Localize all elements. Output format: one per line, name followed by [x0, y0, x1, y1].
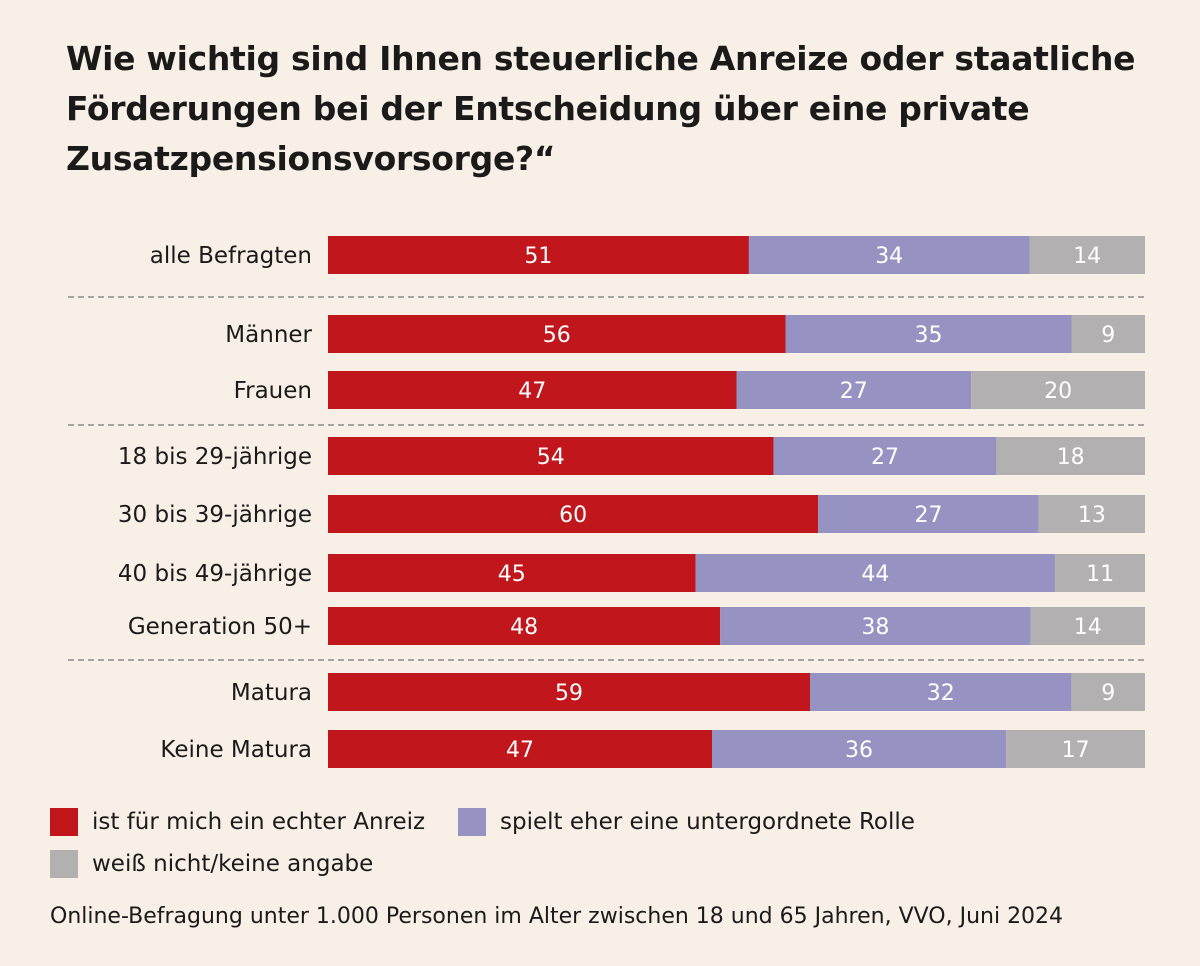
data-label-frauen-s1: 47: [518, 379, 546, 404]
bar-keine-matura-s3: [1006, 730, 1145, 768]
bar-30-bis-39-j-hrige-s3: [1038, 495, 1145, 533]
data-label-30-bis-39-j-hrige-s1: 60: [559, 503, 587, 528]
data-label-alle-befragten-s1: 51: [524, 244, 552, 269]
data-label-30-bis-39-j-hrige-s2: 27: [915, 503, 943, 528]
source-note: Online-Befragung unter 1.000 Personen im…: [50, 904, 1064, 929]
bar-frauen-s1: [328, 371, 737, 409]
stacked-bar-chart: alle Befragten 51 34 14 Männer 56 35 9 Frauen 47 2…: [68, 236, 1145, 768]
data-label-30-bis-39-j-hrige-s3: 13: [1078, 503, 1106, 528]
chart-title: Wie wichtig sind Ihnen steuerliche Anrei…: [66, 39, 1136, 178]
category-label-30-bis-39-j-hrige: 30 bis 39-jährige: [118, 502, 312, 528]
bar-generation-50-s2: [720, 607, 1031, 645]
data-label-generation-50-s1: 48: [510, 615, 538, 640]
legend-label-anreiz: ist für mich ein echter Anreiz: [92, 809, 426, 835]
bar-40-bis-49-j-hrige-s3: [1055, 554, 1145, 592]
bar-m-nner-s2: [785, 315, 1072, 353]
bar-30-bis-39-j-hrige-s1: [328, 495, 819, 533]
data-label-m-nner-s1: 56: [543, 323, 571, 348]
category-label-18-bis-29-j-hrige: 18 bis 29-jährige: [118, 444, 312, 470]
category-label-keine-matura: Keine Matura: [160, 737, 312, 763]
bar-18-bis-29-j-hrige-s1: [328, 437, 774, 475]
bar-18-bis-29-j-hrige-s3: [996, 437, 1145, 475]
bar-keine-matura-s1: [328, 730, 712, 768]
data-label-keine-matura-s3: 17: [1062, 738, 1090, 763]
bar-generation-50-s3: [1030, 607, 1145, 645]
category-label-generation-50: Generation 50+: [128, 614, 312, 640]
data-label-frauen-s2: 27: [840, 379, 868, 404]
data-label-40-bis-49-j-hrige-s3: 11: [1086, 562, 1114, 587]
legend-item-anreiz: ist für mich ein echter Anreiz: [50, 808, 425, 836]
data-label-frauen-s3: 20: [1044, 379, 1072, 404]
data-label-m-nner-s3: 9: [1101, 323, 1115, 348]
data-label-keine-matura-s2: 36: [845, 738, 873, 763]
legend-label-weiss-nicht: weiß nicht/keine angabe: [92, 851, 374, 877]
bar-frauen-s2: [736, 371, 972, 409]
data-label-alle-befragten-s3: 14: [1073, 244, 1101, 269]
category-label-matura: Matura: [231, 680, 312, 706]
bar-alle-befragten-s1: [328, 236, 749, 274]
bar-40-bis-49-j-hrige-s2: [695, 554, 1056, 592]
legend-item-weiss-nicht: weiß nicht/keine angabe: [50, 850, 373, 878]
bar-m-nner-s1: [328, 315, 786, 353]
category-label-alle-befragten: alle Befragten: [150, 243, 312, 269]
data-label-18-bis-29-j-hrige-s3: 18: [1057, 445, 1085, 470]
legend-swatch-untergeordnet: [458, 808, 486, 836]
data-label-matura-s2: 32: [927, 681, 955, 706]
data-label-matura-s3: 9: [1101, 681, 1115, 706]
legend-label-untergeordnet: spielt eher eine untergordnete Rolle: [500, 809, 915, 835]
data-label-40-bis-49-j-hrige-s1: 45: [498, 562, 526, 587]
category-label-frauen: Frauen: [234, 378, 312, 404]
data-label-m-nner-s2: 35: [915, 323, 943, 348]
bar-m-nner-s3: [1071, 315, 1145, 353]
data-label-alle-befragten-s2: 34: [875, 244, 903, 269]
bar-generation-50-s1: [328, 607, 721, 645]
data-label-generation-50-s3: 14: [1074, 615, 1102, 640]
bar-40-bis-49-j-hrige-s1: [328, 554, 696, 592]
data-label-keine-matura-s1: 47: [506, 738, 534, 763]
data-label-18-bis-29-j-hrige-s2: 27: [871, 445, 899, 470]
data-label-generation-50-s2: 38: [861, 615, 889, 640]
bar-matura-s2: [810, 673, 1072, 711]
category-label-40-bis-49-j-hrige: 40 bis 49-jährige: [118, 561, 312, 587]
data-label-40-bis-49-j-hrige-s2: 44: [861, 562, 889, 587]
bar-frauen-s3: [971, 371, 1145, 409]
category-label-m-nner: Männer: [225, 322, 312, 348]
bar-matura-s3: [1071, 673, 1145, 711]
legend-item-untergeordnet: spielt eher eine untergordnete Rolle: [458, 808, 915, 836]
data-label-18-bis-29-j-hrige-s1: 54: [537, 445, 565, 470]
legend-swatch-weiss-nicht: [50, 850, 78, 878]
bar-30-bis-39-j-hrige-s2: [818, 495, 1039, 533]
bar-18-bis-29-j-hrige-s2: [773, 437, 997, 475]
bar-keine-matura-s2: [712, 730, 1007, 768]
legend-swatch-anreiz: [50, 808, 78, 836]
bar-alle-befragten-s3: [1029, 236, 1145, 274]
bar-matura-s1: [328, 673, 810, 711]
bar-alle-befragten-s2: [748, 236, 1030, 274]
data-label-matura-s1: 59: [555, 681, 583, 706]
